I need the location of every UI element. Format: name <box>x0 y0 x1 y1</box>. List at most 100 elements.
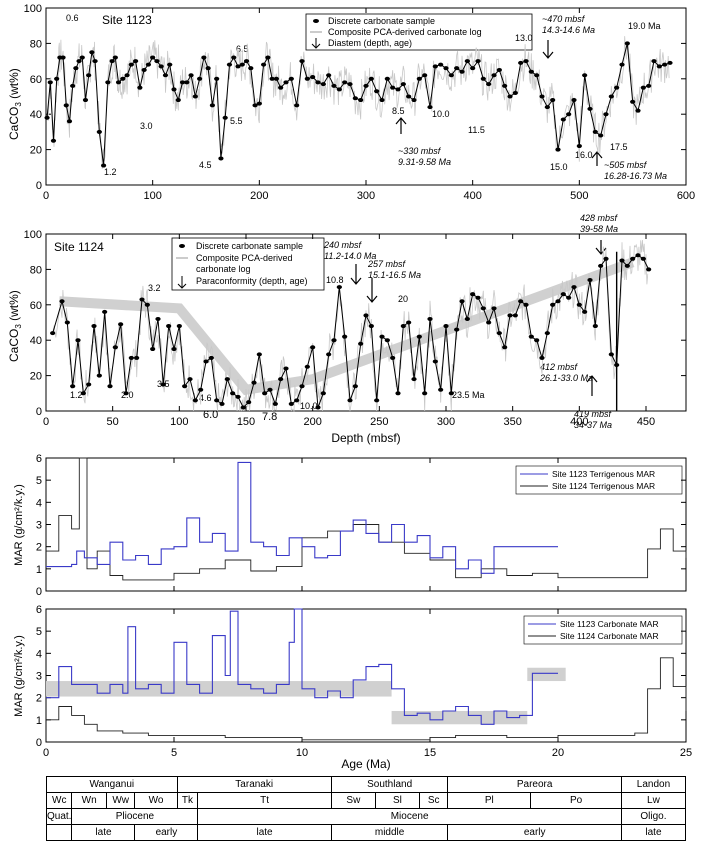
sample-point <box>352 384 358 389</box>
stage-wo: Wo <box>134 792 178 809</box>
sample-point <box>150 347 156 352</box>
sample-point <box>512 313 518 318</box>
sample-point <box>342 80 348 85</box>
paraconformity-arrow <box>350 264 362 285</box>
sample-point <box>571 98 577 103</box>
sample-point <box>523 59 529 64</box>
sample-point <box>86 73 92 78</box>
sample-point <box>464 316 470 321</box>
sample-point <box>267 387 273 392</box>
sample-point <box>299 59 305 64</box>
x-tick-label: 200 <box>303 416 321 428</box>
series-wanganui: Wanganui <box>46 776 178 793</box>
sample-point <box>416 76 422 81</box>
paraconformity-annotation: 428 mbsf <box>580 213 619 223</box>
y-tick-label: 6 <box>36 453 42 465</box>
stage-sl: Sl <box>374 792 420 809</box>
sample-point <box>73 66 79 71</box>
sample-point <box>379 98 385 103</box>
sample-point <box>288 401 294 406</box>
sample-point <box>635 108 641 113</box>
sample-point <box>231 55 237 60</box>
sample-point <box>518 299 524 304</box>
sample-point <box>187 377 193 382</box>
sample-point <box>422 73 428 78</box>
sample-point <box>224 377 230 382</box>
sample-point <box>272 401 278 406</box>
sample-point <box>205 66 211 71</box>
mean-band-late <box>527 667 566 682</box>
sample-point <box>256 352 262 357</box>
sample-point <box>619 258 625 263</box>
sample-point <box>134 355 140 360</box>
paraconformity-arrow <box>586 375 598 396</box>
sample-point <box>667 60 673 65</box>
age-label: 7.8 <box>262 411 277 423</box>
sample-point <box>246 400 252 405</box>
panel-d-xlabel: Age (Ma) <box>341 757 390 771</box>
age-label: 1.2 <box>104 167 117 177</box>
sample-point <box>310 75 316 80</box>
stratigraphy-table: Wanganui Taranaki Southland Pareora Land… <box>45 776 687 841</box>
subdivision-pliocene-late: late <box>71 824 136 841</box>
sample-point <box>89 50 95 55</box>
sample-point <box>539 94 545 99</box>
age-label: 4.5 <box>199 160 212 170</box>
panel-b-ylabel: CaCO3 (wt%) <box>7 290 23 362</box>
panel-c-ylabel: MAR (g/cm²/k.y.) <box>13 484 25 566</box>
sample-point <box>243 59 250 64</box>
mean-band-middle <box>391 710 528 725</box>
sample-point <box>363 313 369 318</box>
sample-point <box>80 391 86 396</box>
sample-point <box>432 64 438 69</box>
age-label: 10.8 <box>326 275 344 285</box>
subdivision-pliocene-early: early <box>134 824 199 841</box>
panel-a-legend-composite: Composite PCA-derived carbonate log <box>328 27 482 37</box>
sample-point <box>384 338 390 343</box>
sample-point <box>379 334 385 339</box>
site-1124-carbonate-line <box>46 657 687 741</box>
age-label: 1.2 <box>70 390 83 400</box>
sample-point <box>144 302 150 307</box>
sample-point <box>614 85 620 90</box>
diastem-arrow <box>591 151 603 166</box>
sample-point <box>139 297 145 302</box>
sample-point <box>226 62 233 67</box>
y-tick-label: 0 <box>36 180 42 192</box>
sample-point <box>175 98 181 103</box>
sample-point <box>256 101 262 106</box>
panel-a-legend-sample: Discrete carbonate sample <box>328 16 435 26</box>
age-label: 3.0 <box>140 121 153 131</box>
sample-point <box>576 144 582 149</box>
sample-point <box>624 41 630 46</box>
sample-point <box>475 59 481 64</box>
sample-point <box>331 338 337 343</box>
sample-point <box>454 327 460 332</box>
sample-point <box>214 76 220 81</box>
sample-point <box>448 391 454 396</box>
sample-point <box>47 80 53 85</box>
panel-terrigenous-mar: MAR (g/cm²/k.y.) Site 1123 Terrigenous M… <box>13 453 687 598</box>
x-tick-label: 15 <box>424 747 436 759</box>
sample-point <box>214 398 220 403</box>
sample-point <box>480 306 486 311</box>
sample-point <box>411 377 417 382</box>
sample-point <box>566 295 572 300</box>
sample-point <box>171 87 177 92</box>
panel-c-legend-1123: Site 1123 Terrigenous MAR <box>552 469 655 479</box>
panel-a-site-label: Site 1123 <box>102 13 152 27</box>
sample-point <box>603 112 609 117</box>
sample-point <box>347 82 353 87</box>
sample-point <box>124 73 130 78</box>
panel-b-legend-box <box>171 237 325 291</box>
panel-b-legend-paraconformity: Paraconformity (depth, age) <box>196 276 308 286</box>
panel-a-ylabel: CaCO3 (wt%) <box>7 68 23 140</box>
discrete-sample-line <box>52 254 650 409</box>
sample-point <box>587 278 593 283</box>
sample-point <box>528 69 534 74</box>
sample-point <box>158 64 164 69</box>
sample-point <box>64 320 70 325</box>
sample-point <box>358 98 364 103</box>
sample-point <box>400 324 406 329</box>
site-1123-terrigenous-line <box>46 461 558 574</box>
